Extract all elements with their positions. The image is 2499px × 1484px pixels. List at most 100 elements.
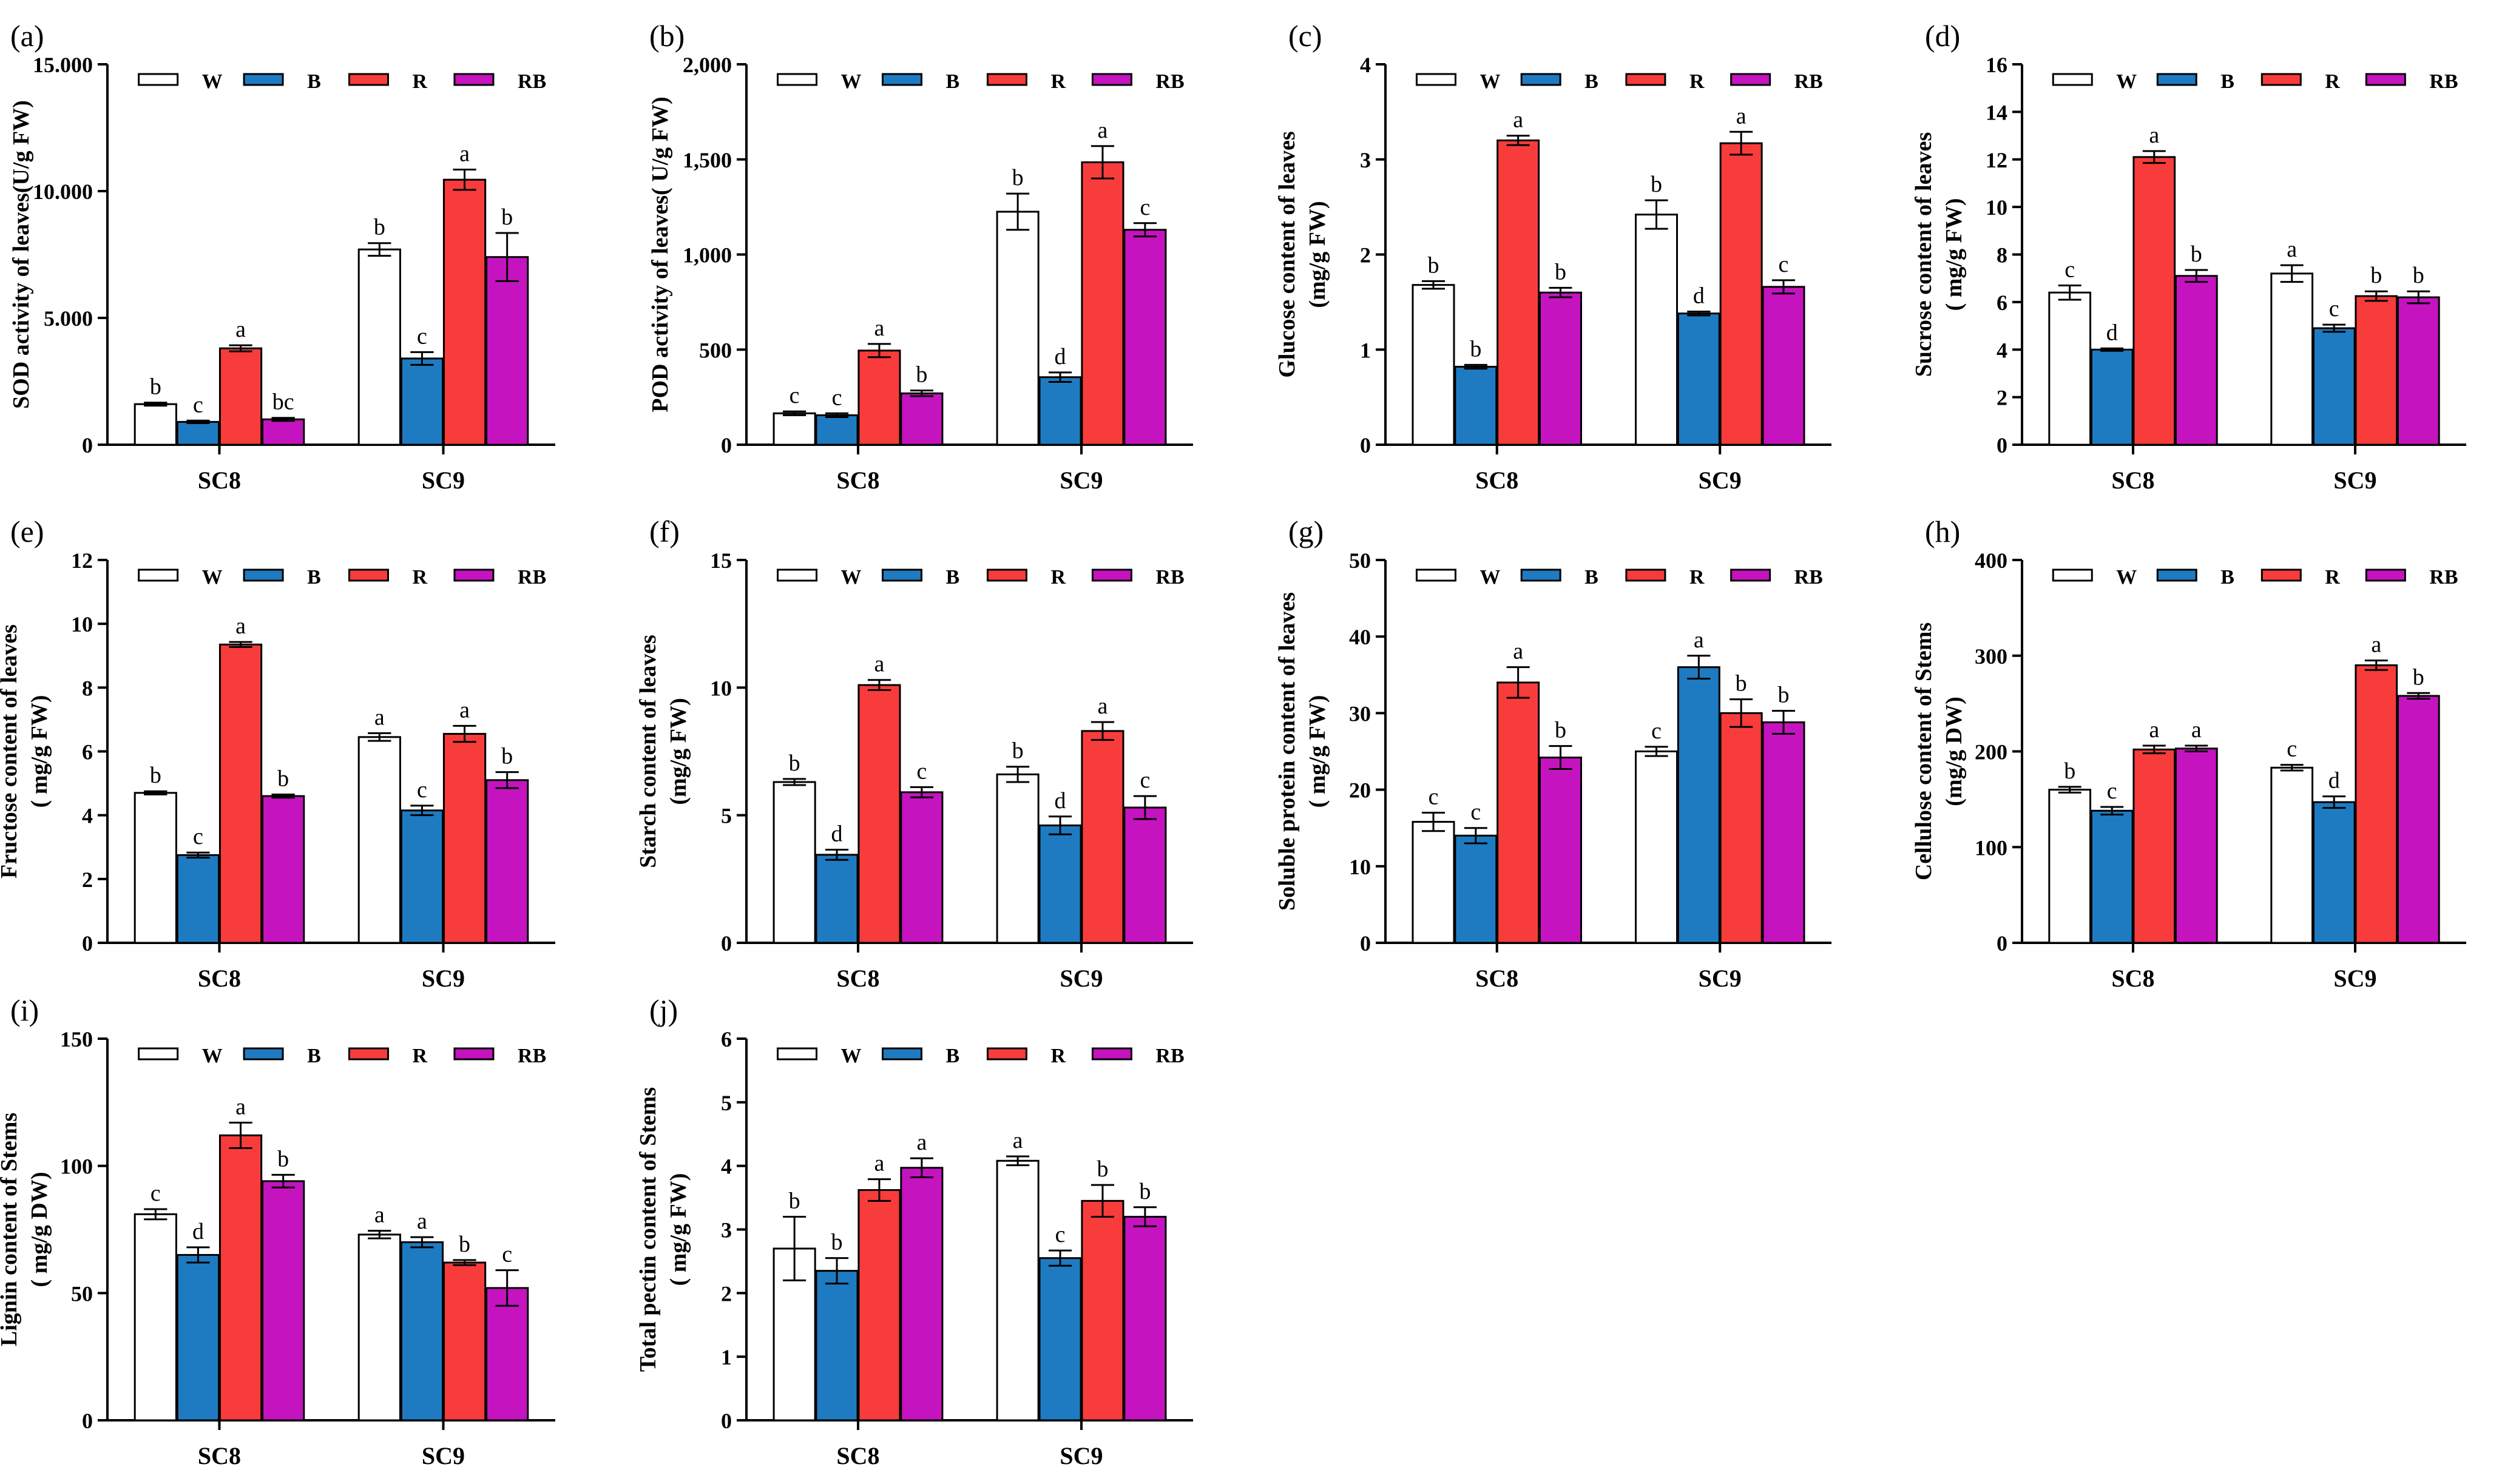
legend-label-RB: RB: [1794, 566, 1823, 589]
panel-label: (i): [10, 993, 39, 1027]
significance-letter: a: [1513, 107, 1523, 133]
y-axis-title: Sucrose content of leaves: [1911, 132, 1936, 377]
bar-R-SC9: [1081, 730, 1124, 944]
legend-swatch-RB: [1091, 568, 1132, 582]
bar-R-SC9: [2355, 295, 2398, 446]
chart-panel-e: (e) 0 2 4 6 8 10 12 Fructose content of leaves( …: [0, 514, 555, 992]
significance-letter: a: [374, 705, 385, 730]
significance-letter: b: [2413, 664, 2424, 690]
significance-letter: a: [1513, 639, 1523, 664]
significance-letter: c: [1055, 1222, 1066, 1247]
bar-R-SC9: [1719, 712, 1763, 944]
bar-B-SC8: [2090, 809, 2134, 944]
bar-R-SC8: [218, 1134, 263, 1422]
y-tick-label: 1,500: [683, 148, 732, 172]
bar-R-SC8: [857, 684, 901, 944]
y-axis-title: ( mg/g DW): [27, 1172, 52, 1287]
x-tick-label: SC8: [836, 467, 879, 494]
bar-W-SC8: [2048, 291, 2092, 446]
legend-label-R: R: [413, 70, 428, 93]
panel-label: (d): [1925, 19, 1960, 53]
bar-RB-SC8: [262, 1180, 305, 1422]
chart-panel-i: (i) 0 50 100 150 Lignin content of Stems( mg/…: [0, 993, 555, 1469]
bar-RB-SC9: [485, 779, 529, 944]
legend-label-R: R: [1050, 1045, 1066, 1067]
significance-letter: a: [2191, 717, 2202, 743]
bar-W-SC8: [2048, 789, 2092, 944]
bar-B-SC9: [400, 357, 444, 446]
bar-B-SC9: [1677, 312, 1720, 446]
legend-swatch-B: [243, 73, 284, 86]
x-tick-label: SC8: [198, 965, 241, 992]
significance-letter: c: [790, 383, 800, 408]
significance-letter: a: [2149, 123, 2159, 148]
bar-R-SC8: [218, 643, 263, 944]
legend-label-W: W: [2116, 70, 2137, 93]
significance-letter: b: [1139, 1179, 1151, 1204]
bar-B-SC8: [1454, 834, 1498, 944]
y-tick-label: 5: [721, 804, 732, 828]
bar-RB-SC8: [262, 418, 305, 446]
y-tick-label: 12: [1986, 148, 2007, 172]
y-axis-title: ( mg/g FW): [1305, 695, 1330, 808]
legend-label-RB: RB: [1155, 566, 1184, 589]
legend-swatch-R: [986, 1047, 1027, 1061]
x-tick-label: SC9: [422, 1442, 465, 1469]
y-tick-label: 5: [721, 1091, 732, 1115]
bar-W-SC9: [357, 248, 401, 446]
y-axis-title: ( mg/g FW): [1941, 198, 1967, 311]
y-tick-label: 5.000: [44, 306, 93, 331]
y-tick-label: 6: [82, 740, 93, 764]
legend-label-RB: RB: [518, 566, 546, 589]
y-tick-label: 6: [721, 1027, 732, 1051]
legend-label-W: W: [202, 1045, 223, 1067]
y-tick-label: 2: [1360, 243, 1371, 268]
significance-letter: a: [2371, 632, 2381, 658]
chart-panel-h: (h) 0 100 200 300 400 Cellulose content of Ste…: [1911, 514, 2466, 992]
significance-letter: c: [1429, 784, 1439, 809]
y-tick-label: 10: [1986, 195, 2007, 220]
legend-swatch-RB: [2365, 73, 2406, 86]
legend-label-R: R: [1689, 70, 1705, 93]
significance-letter: b: [831, 1230, 843, 1255]
bar-B-SC8: [176, 1253, 220, 1422]
bar-W-SC9: [1635, 214, 1679, 446]
significance-letter: c: [150, 1181, 161, 1206]
y-tick-label: 200: [1975, 740, 2007, 764]
bar-RB-SC8: [900, 791, 944, 944]
significance-letter: d: [2328, 768, 2340, 794]
y-tick-label: 3: [1360, 148, 1371, 172]
significance-letter: c: [193, 392, 203, 417]
significance-letter: d: [1055, 344, 1066, 369]
bar-RB-SC9: [2396, 296, 2440, 446]
x-tick-label: SC9: [1699, 467, 1742, 494]
x-tick-label: SC8: [198, 467, 241, 494]
bar-W-SC9: [996, 773, 1040, 944]
bar-RB-SC9: [2396, 695, 2440, 944]
y-tick-label: 10: [71, 612, 93, 636]
x-tick-label: SC9: [422, 965, 465, 992]
significance-letter: b: [150, 374, 161, 400]
significance-letter: b: [2370, 263, 2382, 288]
y-tick-label: 0: [721, 1409, 732, 1433]
bar-R-SC8: [2132, 748, 2176, 944]
significance-letter: b: [1777, 683, 1789, 708]
legend-label-B: B: [945, 566, 959, 589]
legend-swatch-W: [777, 1047, 818, 1061]
y-tick-label: 14: [1986, 100, 2007, 124]
y-tick-label: 12: [71, 548, 93, 573]
x-tick-label: SC8: [198, 1442, 241, 1469]
bar-W-SC9: [996, 211, 1040, 446]
bar-B-SC9: [1038, 824, 1082, 944]
legend-label-B: B: [945, 1045, 959, 1067]
legend-label-B: B: [307, 70, 321, 93]
significance-letter: a: [235, 613, 246, 639]
significance-letter: a: [916, 1130, 927, 1155]
bar-B-SC9: [400, 1241, 444, 1422]
legend-swatch-W: [1415, 73, 1456, 86]
legend-swatch-B: [243, 568, 284, 582]
significance-letter: b: [374, 215, 385, 240]
legend-swatch-B: [1520, 73, 1561, 86]
significance-letter: b: [2064, 758, 2075, 784]
y-tick-label: 15: [710, 548, 732, 573]
